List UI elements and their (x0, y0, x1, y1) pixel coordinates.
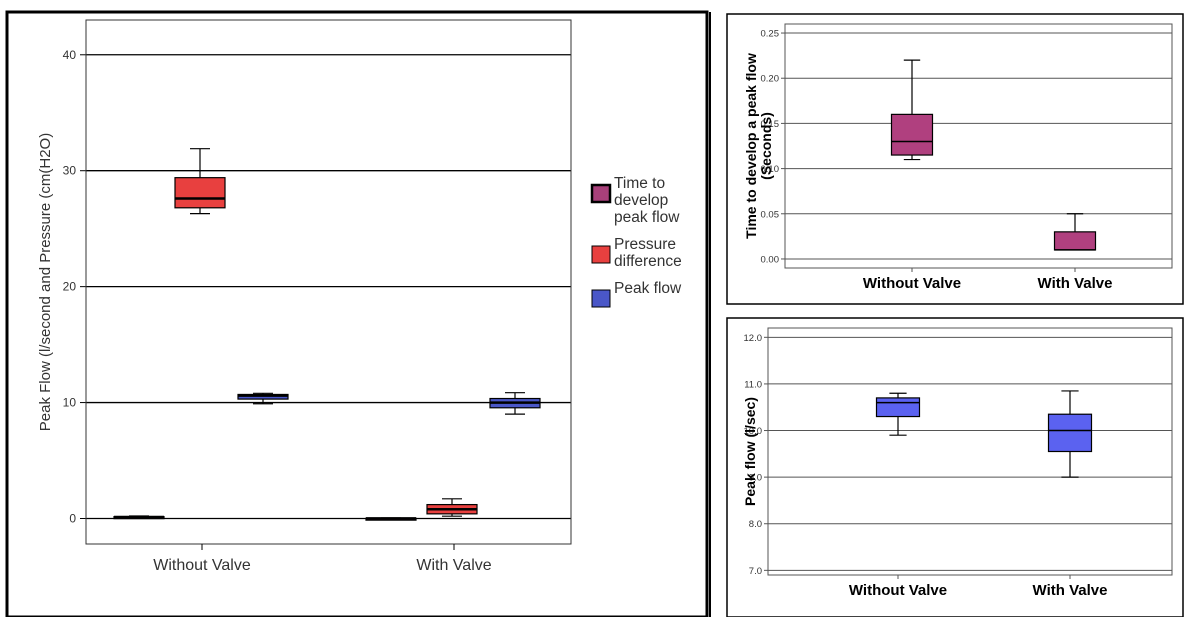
left-panel-frame (5, 10, 709, 617)
y-tick-label: 40 (63, 48, 77, 62)
legend-label-peak-flow: Peak flow (614, 280, 682, 297)
y-axis-label: Peak flow (l/sec) (742, 397, 758, 506)
peak-flow-boxplot: 7.0 8.0 9.0 10.0 11.0 12.0 Without Valve With V… (742, 327, 1173, 599)
y-tick-label: 8.0 (749, 519, 762, 530)
box-peak-flow-with-valve (489, 392, 541, 415)
y-tick-label: 0 (69, 511, 76, 525)
x-tick-label: Without Valve (849, 582, 947, 599)
y-tick-label: 0.25 (761, 29, 780, 40)
legend: Time to develop peak flow Pressure differenc… (590, 175, 682, 308)
y-tick-label: 30 (63, 164, 77, 178)
plot-area-frame (784, 23, 1173, 269)
x-tick-label: With Valve (1033, 582, 1108, 599)
bottom-right-panel-frame (726, 317, 1184, 617)
box-with-valve-box (1053, 231, 1097, 251)
legend-label-time-to-develop-peak-flow: Time to develop peak flow (614, 175, 680, 226)
box-pressure-difference-without-valve (174, 148, 226, 215)
y-tick-label: 0.15 (761, 119, 780, 130)
x-tick-label: Without Valve (863, 275, 961, 292)
plot-area-frame (767, 327, 1173, 576)
x-tick-label: With Valve (416, 557, 491, 574)
box-with-valve (1053, 213, 1097, 251)
box-with-valve (1047, 390, 1093, 478)
y-tick-label: 0.05 (761, 209, 780, 220)
box-with-valve-box (1047, 413, 1093, 453)
y-tick-label: 0.10 (761, 164, 780, 175)
legend-label-pressure-difference: Pressure difference (614, 236, 682, 270)
box-time-to-develop-peak-flow-without-valve (113, 515, 165, 520)
legend-swatch-pressure-difference (591, 245, 611, 264)
legend-swatch-time-to-develop-peak-flow (590, 183, 612, 204)
top-right-panel-frame (726, 13, 1184, 305)
y-tick-label: 10.0 (744, 426, 763, 437)
y-tick-label: 7.0 (749, 566, 762, 577)
box-without-valve (875, 392, 921, 436)
box-without-valve-box (875, 397, 921, 418)
y-tick-label: 12.0 (744, 333, 763, 344)
box-time-to-develop-peak-flow-with-valve (365, 517, 417, 521)
main-boxplot: 0 10 20 30 40 Without Valve With Valve Peak Flo… (37, 19, 682, 574)
box-pressure-difference-without-valve-box (174, 177, 226, 209)
box-without-valve-box (890, 113, 934, 156)
x-tick-label: Without Valve (153, 557, 251, 574)
y-tick-label: 0.00 (761, 254, 780, 265)
legend-swatch-peak-flow (591, 289, 611, 308)
x-tick-label: With Valve (1038, 275, 1113, 292)
y-tick-label: 9.0 (749, 473, 762, 484)
y-tick-label: 20 (63, 280, 77, 294)
y-tick-label: 11.0 (744, 379, 762, 390)
plot-area-frame (85, 19, 572, 545)
box-without-valve (890, 59, 934, 161)
box-pressure-difference-with-valve (426, 498, 478, 517)
time-boxplot: 0.00 0.05 0.10 0.15 0.20 0.25 Without Valve Wit… (743, 23, 1173, 292)
y-tick-label: 10 (63, 396, 77, 410)
y-tick-label: 0.20 (761, 74, 780, 85)
box-peak-flow-without-valve (237, 392, 289, 405)
y-axis-label: Peak Flow (l/second and Pressure (cm(H2O… (37, 133, 54, 431)
y-axis-label: Time to develop a peak flow(Seconds) (743, 53, 774, 239)
